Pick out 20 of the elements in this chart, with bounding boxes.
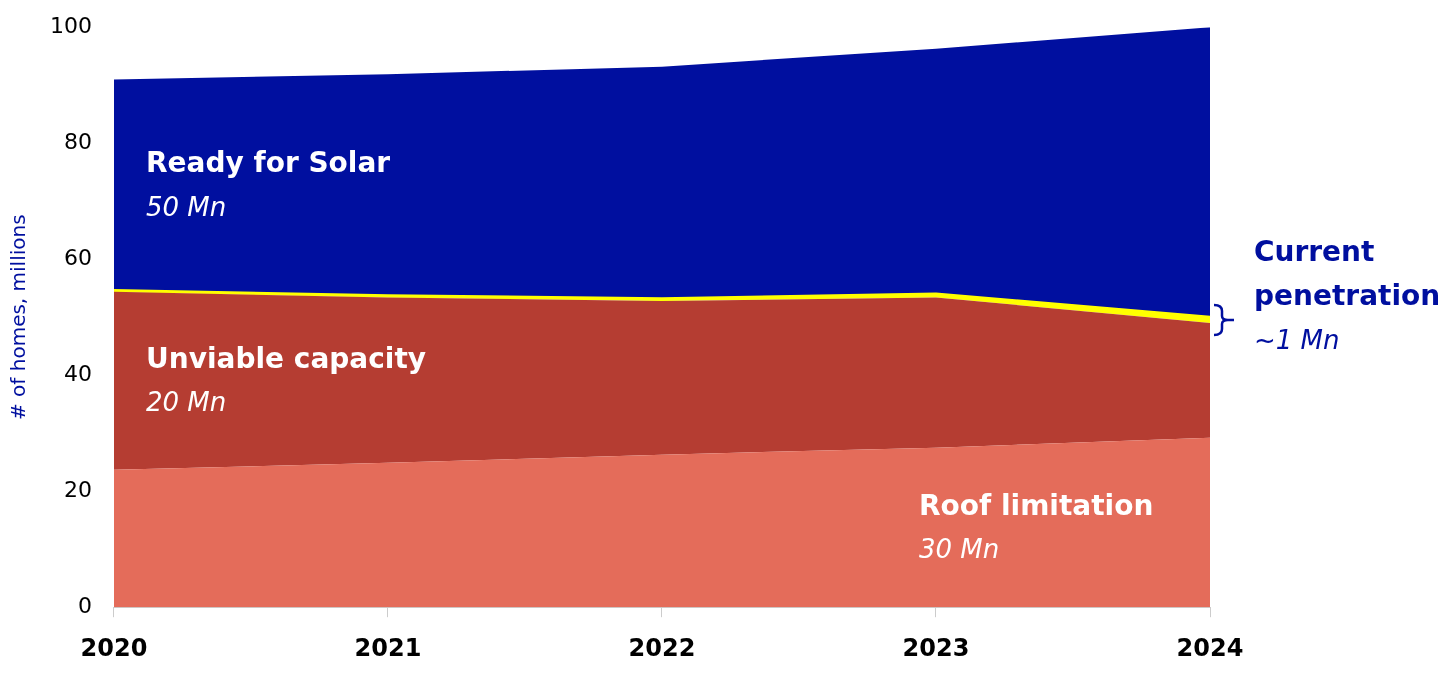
annotation: 20 Mn [145,387,227,418]
y-tick-label: 60 [63,244,92,270]
annotation: 30 Mn [919,534,1000,565]
y-axis-title: # of homes, millions [6,214,31,421]
series-label: Current penetration [1254,235,1441,313]
x-tick-label: 2021 [354,633,422,662]
x-tick-label: 2020 [80,633,148,662]
y-tick-label: 100 [49,12,92,38]
y-tick-label: 80 [63,128,92,154]
series-label: Ready for Solar [145,146,391,180]
x-tick-label: 2022 [628,633,696,662]
text: ~1 Mn [1254,324,1340,355]
y-tick-label: 0 [77,592,92,618]
y-tick-label: 20 [63,476,92,502]
y-tick-label: 40 [63,360,92,386]
annotation: 50 Mn [145,191,227,222]
x-tick-label: 2023 [902,633,970,662]
x-tick-label: 2024 [1176,633,1244,662]
series-label: Unviable capacity [145,341,427,375]
series-label: Roof limitation [919,488,1154,522]
